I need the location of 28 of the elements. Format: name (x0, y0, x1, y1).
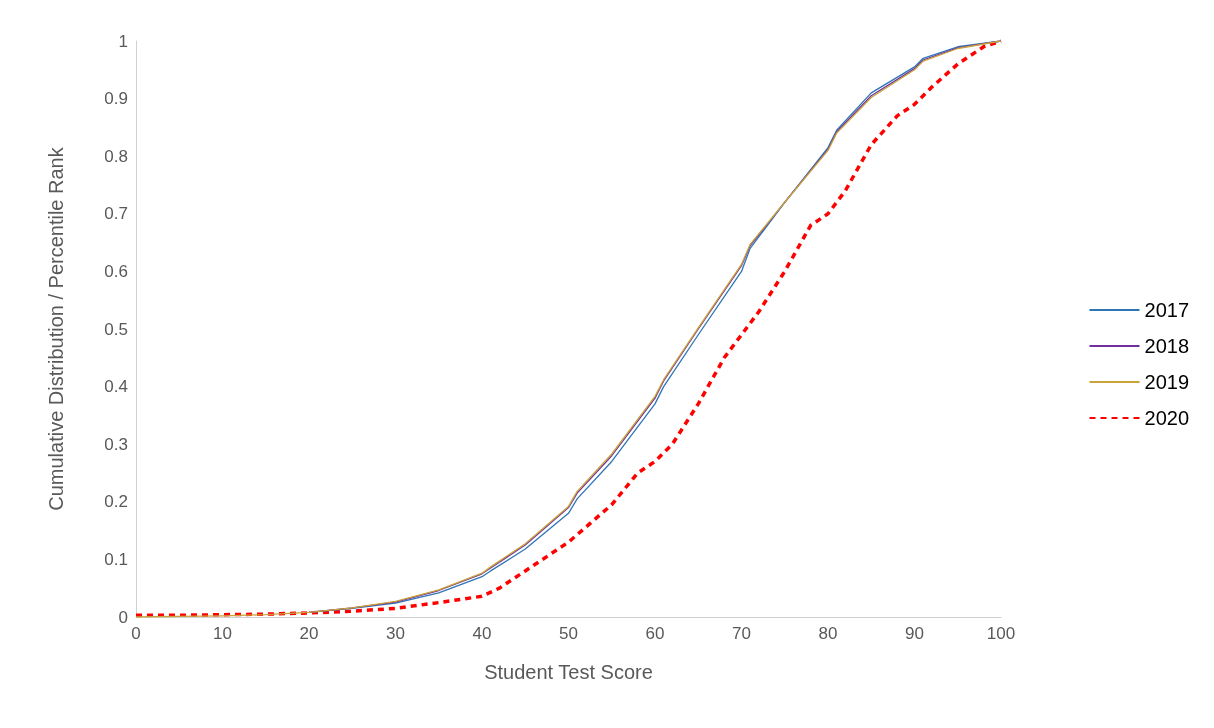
y-tick-label: 0.2 (104, 492, 128, 512)
legend-label: 2019 (1144, 371, 1190, 393)
x-tick-label: 70 (732, 624, 751, 643)
legend-label: 2020 (1144, 407, 1190, 429)
x-tick-label: 100 (986, 624, 1016, 643)
y-tick-label: 0.5 (104, 319, 128, 339)
x-tick-label: 0 (131, 624, 141, 643)
y-tick-label: 0.4 (104, 377, 128, 397)
legend-label: 2018 (1144, 335, 1190, 357)
x-tick-label: 30 (386, 624, 405, 643)
x-tick-label: 60 (645, 624, 665, 643)
x-tick-label: 90 (905, 624, 924, 643)
y-axis-title: Cumulative Distribution / Percentile Rank (45, 146, 67, 511)
y-tick-label: 0.7 (104, 204, 128, 224)
y-tick-label: 0.8 (104, 146, 128, 166)
x-tick-label: 80 (818, 624, 838, 643)
x-tick-label: 20 (299, 624, 319, 643)
y-tick-label: 0.3 (104, 434, 128, 454)
x-tick-label: 40 (472, 624, 492, 643)
x-tick-label: 50 (559, 624, 578, 643)
y-tick-label: 0.1 (104, 549, 128, 569)
y-tick-label: 0 (118, 607, 128, 627)
x-tick-label: 10 (213, 624, 232, 643)
y-tick-label: 0.6 (104, 261, 128, 281)
legend-label: 2017 (1144, 299, 1190, 321)
y-tick-label: 1 (118, 31, 128, 51)
y-tick-label: 0.9 (104, 89, 128, 109)
x-axis-title: Student Test Score (484, 661, 653, 683)
